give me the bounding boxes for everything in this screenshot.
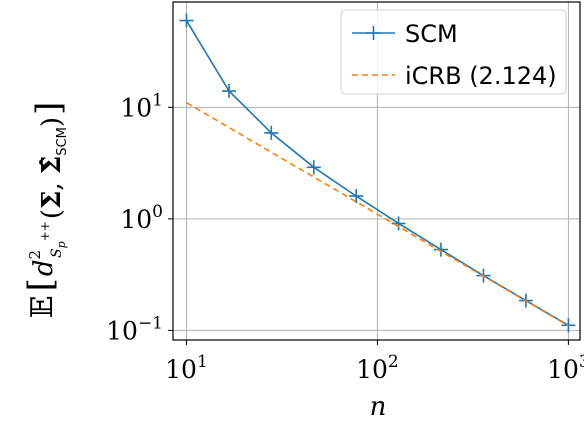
data-point-scm bbox=[433, 242, 448, 257]
legend-scm-marker bbox=[366, 26, 381, 40]
data-point-scm bbox=[306, 160, 321, 175]
data-point-scm bbox=[349, 189, 364, 204]
data-point-scm bbox=[391, 216, 406, 231]
data-point-scm bbox=[264, 125, 279, 140]
x-tick-label: 103 bbox=[547, 352, 584, 384]
x-axis-label: n bbox=[370, 392, 387, 422]
plot-frame bbox=[172, 1, 581, 341]
y-tick-label: 101 bbox=[120, 90, 163, 122]
series-line-scm bbox=[185, 20, 569, 326]
series-layer bbox=[179, 13, 576, 333]
x-tick-label: 102 bbox=[356, 352, 399, 384]
data-point-scm bbox=[179, 13, 194, 28]
y-tick-label: 100 bbox=[120, 202, 163, 234]
legend-box bbox=[340, 9, 567, 95]
legend-scm-label: SCM bbox=[405, 20, 458, 48]
legend-icrb-label: iCRB (2.124) bbox=[405, 62, 557, 90]
x-tick-label: 101 bbox=[165, 352, 208, 384]
y-axis-label: 𝔼[d2 Sp++(Σ, Σ̂SCM)] bbox=[21, 102, 70, 319]
legend: SCM iCRB (2.124) bbox=[340, 9, 567, 95]
series-line-icrb-2-124 bbox=[186, 102, 569, 327]
y-tick-label: 10−1 bbox=[106, 313, 163, 345]
tick-labels: 101 102 103 10−1 100 101 bbox=[106, 90, 584, 384]
data-point-scm bbox=[222, 84, 237, 99]
